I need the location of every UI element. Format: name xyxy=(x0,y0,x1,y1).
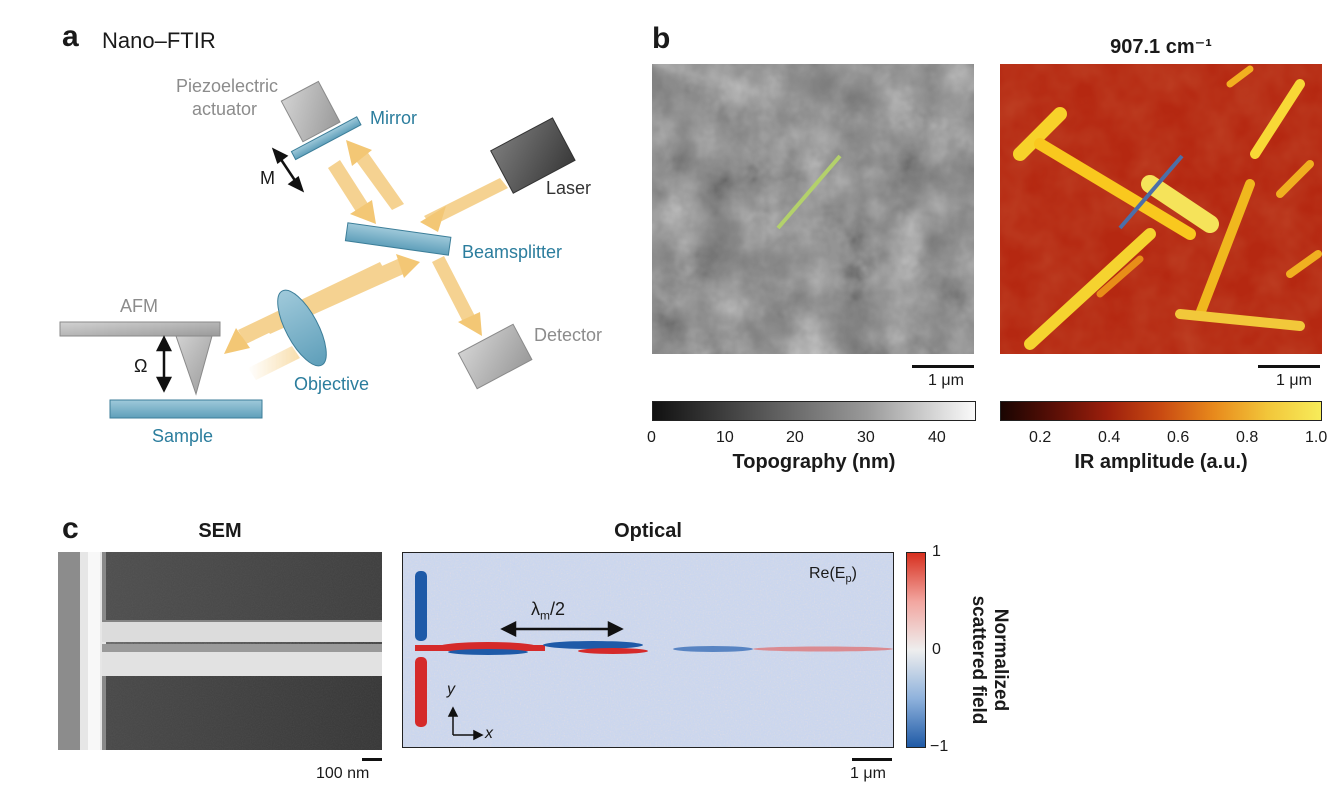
panel-a-letter: a xyxy=(62,20,79,53)
ir-tick-0.2: 0.2 xyxy=(1029,429,1052,446)
panel-b-letter: b xyxy=(652,22,671,55)
ir-colorbar-label: IR amplitude (a.u.) xyxy=(1074,451,1248,473)
optical-title: Optical xyxy=(614,520,682,542)
omega-label: Ω xyxy=(134,356,148,376)
sem-scale-label: 100 nm xyxy=(316,765,370,782)
detector-label: Detector xyxy=(534,325,603,345)
topo-tick-0: 0 xyxy=(647,429,656,446)
afm-cantilever xyxy=(59,321,221,337)
afm-tip xyxy=(175,335,213,396)
omega-arrow xyxy=(155,335,173,393)
topo-tick-40: 40 xyxy=(928,429,946,446)
sample-label: Sample xyxy=(152,426,214,446)
ir-tick-0.4: 0.4 xyxy=(1098,429,1121,446)
laser xyxy=(490,117,576,194)
objective-label: Objective xyxy=(294,374,370,394)
ir-tick-0.6: 0.6 xyxy=(1167,429,1190,446)
optical-image: Re(Ep) λm/2 y x xyxy=(402,552,894,748)
axis-y-label: y xyxy=(447,681,455,698)
optical-scale-label: 1 μm xyxy=(850,765,886,782)
sample-slab xyxy=(109,399,263,419)
sem-image xyxy=(58,552,382,750)
m-label: M xyxy=(260,168,275,188)
lambda-arrow xyxy=(500,620,624,638)
detector xyxy=(457,323,533,390)
ir-scale-bar xyxy=(1258,365,1320,368)
field-tick-minus1: −1 xyxy=(930,738,949,755)
panel-c-letter: c xyxy=(62,512,79,545)
ir-tick-1.0: 1.0 xyxy=(1305,429,1328,446)
ir-scale-label: 1 μm xyxy=(1276,372,1312,389)
ir-amplitude-image xyxy=(1000,64,1322,354)
piezo-label-line2: actuator xyxy=(192,99,258,119)
laser-label: Laser xyxy=(546,178,592,198)
mirror-label: Mirror xyxy=(370,108,417,128)
beamsplitter xyxy=(344,222,452,256)
lambda-label: λm/2 xyxy=(531,599,566,623)
afm-label: AFM xyxy=(120,296,158,316)
objective-lens xyxy=(277,289,327,367)
xy-axis-indicator xyxy=(447,706,484,741)
field-colorbar-label: Normalized scattered field xyxy=(968,595,1011,725)
field-tick-0: 0 xyxy=(932,641,941,658)
topo-tick-10: 10 xyxy=(716,429,734,446)
topo-line-profile xyxy=(776,154,842,230)
beamsplitter-label: Beamsplitter xyxy=(462,242,563,262)
scattered-field-colorbar xyxy=(906,552,926,748)
m-arrow xyxy=(271,147,305,193)
topo-scale-label: 1 μm xyxy=(928,372,964,389)
re-ep-label: Re(Ep) xyxy=(809,565,857,586)
optical-scale-bar xyxy=(852,758,892,761)
piezo-actuator xyxy=(280,80,341,143)
mirror xyxy=(290,116,362,161)
field-tick-1: 1 xyxy=(932,543,941,560)
topo-scale-bar xyxy=(912,365,974,368)
topography-image xyxy=(652,64,974,354)
ir-line-profile xyxy=(1118,154,1184,230)
piezo-label-line1: Piezoelectric xyxy=(176,76,279,96)
ir-bright-streaks xyxy=(1013,65,1322,350)
topo-tick-20: 20 xyxy=(786,429,804,446)
sem-title: SEM xyxy=(198,520,242,542)
topo-tick-30: 30 xyxy=(857,429,875,446)
ir-image-title: 907.1 cm⁻¹ xyxy=(1110,36,1212,58)
topo-colorbar-label: Topography (nm) xyxy=(732,451,896,473)
sem-scale-bar xyxy=(362,758,382,761)
ir-tick-0.8: 0.8 xyxy=(1236,429,1259,446)
topography-colorbar xyxy=(652,401,976,421)
axis-x-label: x xyxy=(485,725,493,742)
ir-colorbar xyxy=(1000,401,1322,421)
panel-a-title: Nano–FTIR xyxy=(102,28,216,53)
nano-ftir-diagram xyxy=(59,80,576,419)
